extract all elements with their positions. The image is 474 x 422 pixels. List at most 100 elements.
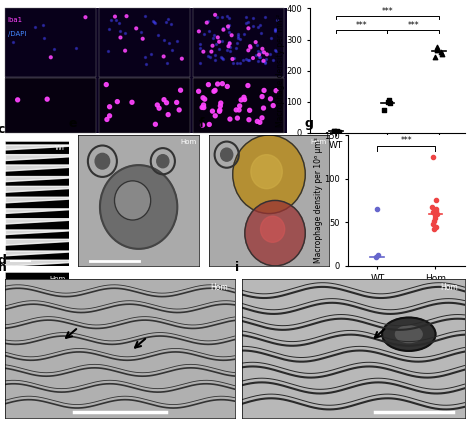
Text: b: b [252,0,261,3]
Text: Hom: Hom [49,276,65,282]
Point [232,106,240,113]
Text: g: g [304,117,313,130]
Point [175,106,183,113]
Point [330,127,337,134]
Point [373,206,381,213]
Point [257,30,264,37]
Point [228,32,236,39]
Point [233,60,241,66]
Point [271,47,279,54]
Point [196,60,203,66]
Point [106,112,113,119]
Point [102,81,110,88]
Point [199,95,207,101]
Point [162,18,170,25]
Point [195,28,203,35]
Point [234,40,241,46]
Point [200,104,208,111]
Bar [5,78,96,133]
Point [216,107,224,114]
Point [245,25,252,32]
Point [242,13,249,20]
Point [44,96,51,103]
Bar [193,8,284,77]
Point [40,34,47,41]
Text: WT: WT [55,145,65,151]
Point [433,46,440,52]
Point [14,97,21,103]
Point [257,49,264,55]
Point [209,42,216,49]
Point [431,214,438,221]
Point [223,13,231,20]
Point [245,116,253,123]
Circle shape [221,148,233,161]
Point [197,44,204,51]
Point [168,47,175,54]
Point [232,44,240,51]
Point [212,40,220,47]
Point [236,36,244,43]
Point [216,108,223,115]
Point [219,24,227,31]
Point [117,34,124,41]
Point [432,223,440,230]
Point [206,121,213,128]
Point [199,122,206,128]
Point [203,19,210,26]
Point [160,37,168,44]
Point [260,49,268,56]
Text: Hom: Hom [229,0,250,6]
Point [429,221,437,227]
Bar [193,78,284,133]
Circle shape [100,165,177,249]
Point [141,54,148,60]
Point [234,35,242,41]
Point [262,60,269,67]
Point [333,128,341,135]
Point [263,55,270,62]
Point [150,19,157,25]
Point [121,47,129,54]
Point [262,59,269,65]
Point [432,208,439,214]
Point [242,20,250,27]
Point [50,46,57,53]
Point [226,47,234,54]
Point [219,38,226,45]
Circle shape [233,135,305,214]
Text: i: i [235,261,239,274]
Point [267,34,274,41]
Point [433,47,440,54]
Point [160,96,168,103]
Point [267,95,274,102]
Point [177,87,184,94]
Text: Hom: Hom [311,139,327,145]
Point [236,60,243,67]
Text: c: c [0,123,4,136]
Point [112,16,120,23]
Point [273,48,280,55]
Point [116,20,123,27]
Point [209,108,216,114]
Point [237,97,245,103]
Bar [5,8,96,77]
Point [261,14,269,20]
Point [430,226,438,233]
Point [173,99,181,106]
Point [246,43,254,49]
Bar [99,8,190,77]
Point [103,116,111,123]
Point [128,99,136,106]
Point [147,50,155,57]
Point [132,25,140,32]
Point [219,80,226,87]
Text: Hom: Hom [440,283,458,292]
Point [116,27,123,34]
Point [432,206,440,213]
Point [141,13,148,20]
Text: d: d [0,254,6,267]
Point [331,129,339,136]
Point [205,81,212,88]
Point [219,55,227,62]
